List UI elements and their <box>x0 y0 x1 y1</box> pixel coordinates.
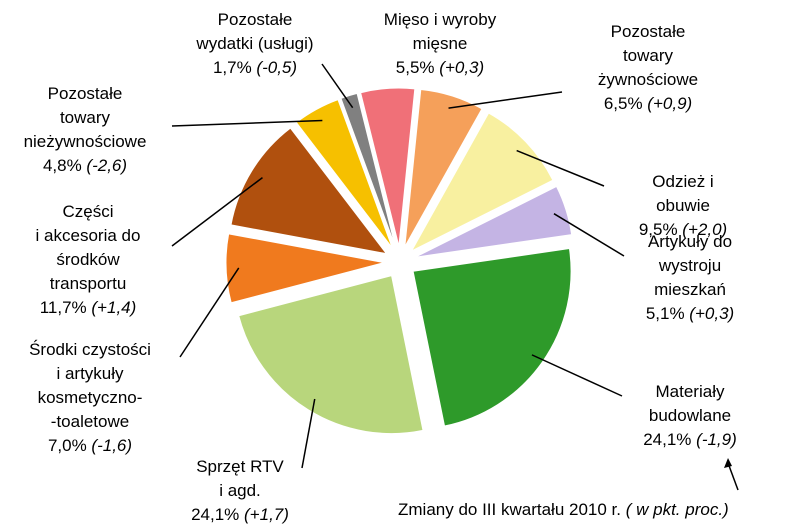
slice-label: Materiały budowlane 24,1% (-1,9) <box>643 380 737 452</box>
value-label: 24,1% <box>643 430 692 449</box>
pie-slice <box>230 127 388 255</box>
slice-label: Pozostałe towary żywnościowe 6,5% (+0,9) <box>598 20 698 116</box>
note: Zmiany do III kwartału 2010 r. ( w pkt. … <box>398 500 729 520</box>
pie-slice <box>295 98 393 249</box>
note-arrow <box>727 462 739 491</box>
change-label: (+1,7) <box>244 505 289 524</box>
slice-label: Artykuły do wystroju mieszkań 5,1% (+0,3) <box>646 230 734 326</box>
leader-line <box>171 119 323 127</box>
value-label: 1,7% <box>212 58 252 77</box>
leader-line <box>516 149 605 187</box>
value-label: 11,7% <box>39 298 87 317</box>
slice-values: 5,1% (+0,3) <box>646 302 734 326</box>
pie-slice <box>225 233 385 304</box>
change-label: (+1,4) <box>91 298 137 317</box>
slice-name: Sprzęt RTV i agd. <box>196 457 284 500</box>
slice-values: 24,1% (-1,9) <box>643 428 737 452</box>
pie-slice <box>360 87 416 247</box>
slice-values: 24,1% (+1,7) <box>191 503 289 527</box>
pie-slice <box>415 185 573 258</box>
value-label: 6,5% <box>603 94 643 113</box>
slice-values: 1,7% (-0,5) <box>196 56 313 80</box>
change-label: (-1,6) <box>91 436 133 455</box>
slice-label: Środki czystości i artykuły kosmetyczno-… <box>29 338 151 458</box>
change-label: (-0,5) <box>256 58 298 77</box>
leader-line <box>553 213 625 257</box>
change-label: (-2,6) <box>86 156 128 175</box>
slice-name: Pozostałe wydatki (usługi) <box>196 10 314 53</box>
slice-label: Pozostałe towary nieżywnościowe 4,8% (-2,… <box>24 82 147 178</box>
slice-name: Pozostałe towary żywnościowe <box>597 22 699 89</box>
value-label: 5,5% <box>395 58 435 77</box>
slice-name: Środki czystości i artykuły kosmetyczno-… <box>29 340 151 431</box>
value-label: 9,5% <box>638 220 678 239</box>
note-arrowhead <box>724 458 732 468</box>
leader-line <box>171 176 263 247</box>
slice-label: Odzież i obuwie 9,5% (+2,0) <box>627 170 739 242</box>
change-label: (+0,3) <box>439 58 485 77</box>
pie-slice <box>238 274 424 435</box>
slice-name: Artykuły do wystroju mieszkań <box>647 232 733 299</box>
leader-line <box>179 267 240 358</box>
value-label: 5,1% <box>645 304 685 323</box>
slice-name: Części i akcesoria do środków transportu <box>35 202 141 293</box>
note-unit: ( w pkt. proc.) <box>625 500 729 519</box>
pie-slice <box>340 92 396 247</box>
slice-label: Mięso i wyroby mięsne 5,5% (+0,3) <box>384 8 496 80</box>
slice-values: 6,5% (+0,9) <box>598 92 698 116</box>
change-label: (-1,9) <box>696 430 737 449</box>
slice-name: Materiały budowlane <box>648 382 732 425</box>
value-label: 7,0% <box>47 436 87 455</box>
slice-values: 11,7% (+1,4) <box>36 296 141 320</box>
slice-values: 7,0% (-1,6) <box>29 434 151 458</box>
slice-values: 9,5% (+2,0) <box>627 218 739 242</box>
change-label: (+0,9) <box>647 94 693 113</box>
slice-label: Pozostałe wydatki (usługi) 1,7% (-0,5) <box>196 8 313 80</box>
slice-label: Sprzęt RTV i agd. 24,1% (+1,7) <box>191 455 289 527</box>
value-label: 24,1% <box>191 505 240 524</box>
slice-label: Części i akcesoria do środków transportu… <box>36 200 141 320</box>
leader-line <box>321 63 354 109</box>
leader-line <box>448 91 563 109</box>
leader-line <box>531 354 623 397</box>
slice-values: 5,5% (+0,3) <box>384 56 496 80</box>
slice-name: Odzież i obuwie <box>652 172 714 215</box>
value-label: 4,8% <box>42 156 82 175</box>
pie-slice <box>404 89 483 247</box>
slice-name: Mięso i wyroby mięsne <box>383 10 497 53</box>
slice-name: Pozostałe towary nieżywnościowe <box>23 84 147 151</box>
pie-slice <box>410 112 554 253</box>
change-label: (+0,3) <box>689 304 735 323</box>
change-label: (+2,0) <box>682 220 728 239</box>
leader-line <box>301 398 316 469</box>
note-text: Zmiany do III kwartału 2010 r. <box>398 500 621 519</box>
slice-values: 4,8% (-2,6) <box>24 154 147 178</box>
pie-slice <box>412 247 572 427</box>
